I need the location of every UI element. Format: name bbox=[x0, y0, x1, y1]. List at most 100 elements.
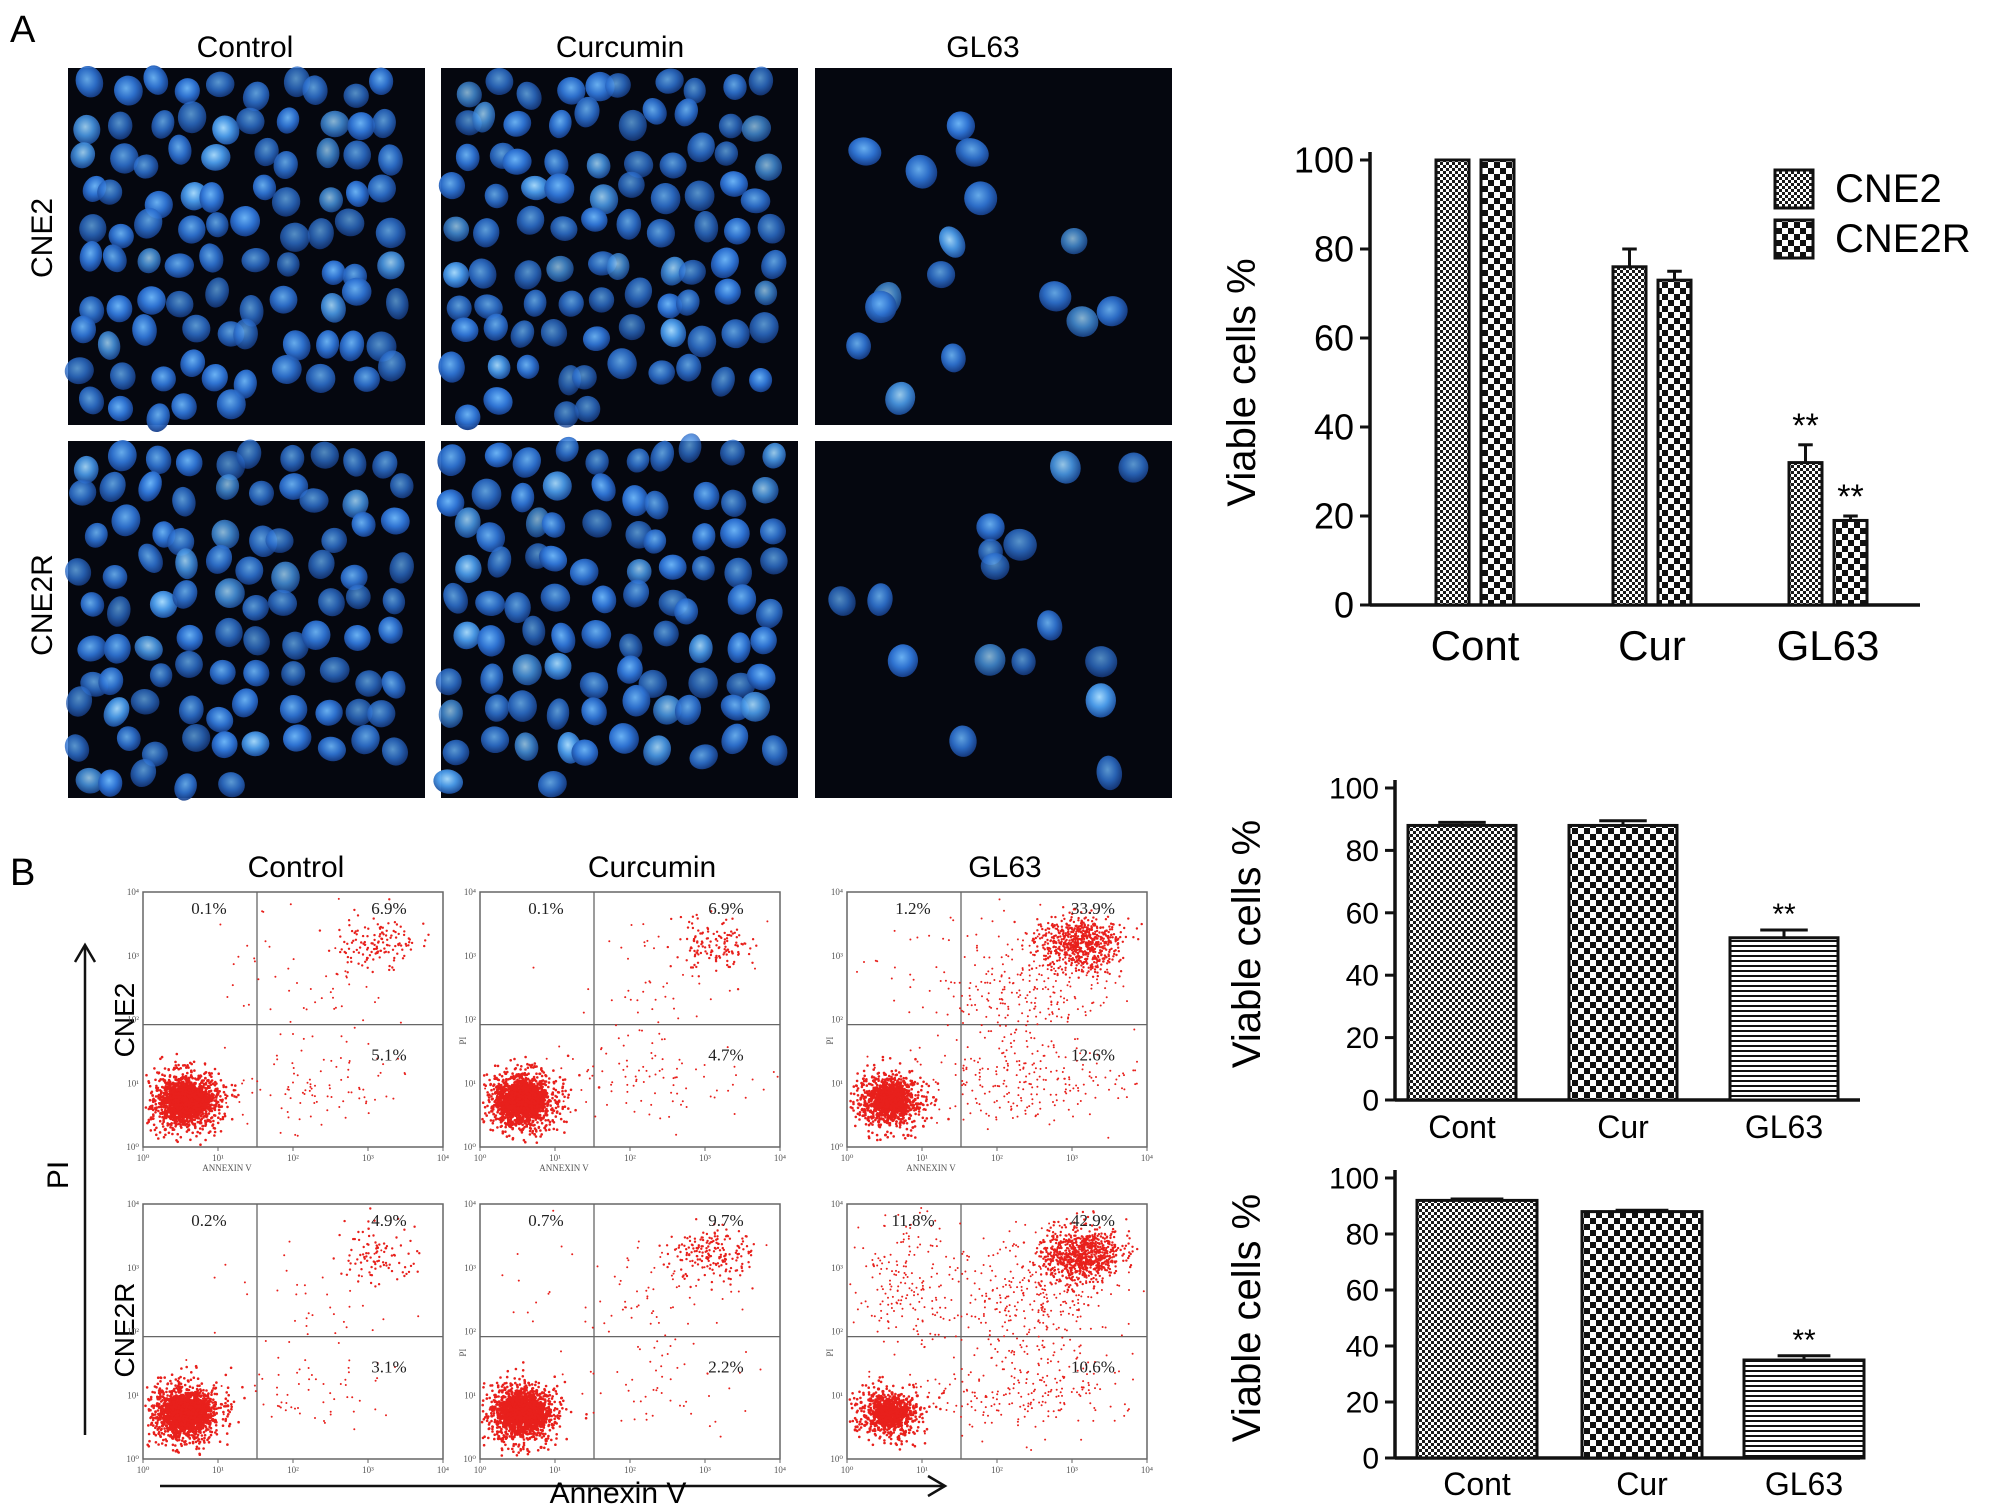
cell-nucleus bbox=[271, 561, 300, 594]
y-tick-label: 10² bbox=[831, 1015, 843, 1025]
cell-nucleus bbox=[73, 114, 101, 145]
cell-nucleus bbox=[199, 243, 224, 273]
cell-nucleus bbox=[684, 180, 715, 211]
cell-nucleus bbox=[242, 81, 270, 112]
cell-nucleus bbox=[436, 489, 465, 517]
cell-nucleus bbox=[1060, 227, 1088, 255]
cell-nucleus bbox=[103, 633, 131, 664]
panel-b-col-title-curcumin: Curcumin bbox=[588, 851, 716, 884]
cell-nucleus bbox=[241, 247, 270, 273]
y-tick-label: 10³ bbox=[464, 1263, 476, 1273]
cell-nucleus bbox=[688, 634, 713, 664]
panel-a-col-title-curcumin: Curcumin bbox=[556, 31, 684, 64]
cell-nucleus bbox=[317, 736, 346, 762]
cell-nucleus bbox=[1096, 755, 1123, 791]
legend-swatch bbox=[1773, 218, 1815, 260]
cell-nucleus bbox=[205, 277, 229, 308]
cell-nucleus bbox=[761, 735, 788, 766]
x-tick-label: 10⁰ bbox=[841, 1465, 854, 1475]
cell-nucleus bbox=[487, 355, 511, 380]
cell-nucleus bbox=[302, 75, 328, 105]
cell-nucleus bbox=[754, 280, 778, 306]
cell-nucleus bbox=[301, 620, 331, 650]
cell-nucleus bbox=[80, 592, 105, 617]
cell-nucleus bbox=[236, 439, 262, 469]
x-tick-label: Cont bbox=[1428, 1109, 1496, 1145]
cell-nucleus bbox=[378, 616, 403, 644]
cell-nucleus bbox=[477, 625, 505, 657]
cell-nucleus bbox=[550, 216, 578, 241]
event-dots bbox=[849, 898, 1143, 1142]
cell-nucleus bbox=[540, 319, 568, 347]
cell-nucleus bbox=[471, 478, 502, 510]
quadrant-label-upper-left: 0.2% bbox=[191, 1211, 226, 1230]
cell-nucleus bbox=[70, 315, 97, 344]
panel-b-row-label-cne2: CNE2 bbox=[109, 983, 140, 1058]
cell-nucleus bbox=[721, 489, 747, 517]
cell-nucleus bbox=[683, 77, 706, 104]
bar-chart-2: 0 20 40 60 80 100 Viable cells % Cont Cur GL63 ** bbox=[1225, 773, 1860, 1145]
cell-nucleus bbox=[165, 290, 194, 318]
cell-nucleus bbox=[98, 667, 124, 696]
cell-nucleus bbox=[182, 314, 211, 343]
y-tick-label: 10¹ bbox=[464, 1390, 476, 1400]
cell-nucleus bbox=[653, 695, 682, 725]
cell-nucleus bbox=[249, 480, 274, 506]
cell-nucleus bbox=[75, 767, 104, 794]
cell-nucleus bbox=[721, 319, 750, 349]
quadrant-label-lower-right: 3.1% bbox=[371, 1358, 406, 1377]
quadrant-label-lower-right: 4.7% bbox=[708, 1046, 743, 1065]
micrograph-cne2-gl63 bbox=[815, 68, 1172, 425]
cell-nucleus bbox=[554, 401, 579, 428]
cell-nucleus bbox=[107, 440, 137, 472]
y-tick-label: 80 bbox=[1314, 229, 1354, 270]
cell-nucleus bbox=[727, 584, 757, 615]
x-tick-label: 10⁴ bbox=[1141, 1153, 1153, 1163]
y-tick-label: 10⁴ bbox=[464, 887, 476, 897]
cell-nucleus bbox=[386, 288, 409, 320]
bar-cne2-gl63 bbox=[1787, 461, 1824, 607]
cell-nucleus bbox=[643, 529, 667, 554]
cell-nucleus bbox=[1050, 450, 1081, 484]
cell-nucleus bbox=[657, 293, 683, 319]
quadrant-label-lower-right: 2.2% bbox=[708, 1358, 743, 1377]
panel-b-col-title-gl63: GL63 bbox=[968, 851, 1041, 884]
cell-nucleus bbox=[64, 357, 94, 385]
cell-nucleus bbox=[476, 522, 506, 553]
cell-nucleus bbox=[368, 67, 394, 95]
cell-nucleus bbox=[760, 518, 786, 545]
cell-nucleus bbox=[279, 473, 309, 500]
cell-nucleus bbox=[343, 140, 372, 170]
cell-nucleus bbox=[885, 381, 916, 415]
cell-nucleus bbox=[522, 615, 546, 646]
cell-nucleus bbox=[180, 349, 206, 378]
cell-nucleus bbox=[367, 700, 396, 728]
cell-nucleus bbox=[433, 769, 464, 794]
cell-nucleus bbox=[231, 688, 259, 718]
x-tick-label: 10¹ bbox=[549, 1465, 561, 1475]
cell-nucleus bbox=[720, 439, 745, 466]
cell-nucleus bbox=[319, 187, 344, 213]
cell-nucleus bbox=[280, 222, 310, 252]
cell-nucleus bbox=[723, 74, 747, 100]
panel-b-letter: B bbox=[10, 852, 35, 894]
cell-nucleus bbox=[78, 386, 105, 415]
cell-nucleus bbox=[178, 215, 206, 244]
y-tick-label: 10³ bbox=[831, 1263, 843, 1273]
cell-nucleus bbox=[516, 205, 545, 235]
cell-nucleus bbox=[212, 115, 240, 145]
cell-nucleus bbox=[688, 667, 718, 699]
cell-nucleus bbox=[537, 771, 567, 798]
cell-nucleus bbox=[351, 724, 380, 755]
y-tick-label: 20 bbox=[1346, 1387, 1379, 1420]
quadrant-label-upper-right: 42.9% bbox=[1071, 1211, 1115, 1230]
x-tick-label: 10¹ bbox=[212, 1153, 224, 1163]
x-tick-label: 10² bbox=[624, 1153, 636, 1163]
cell-nucleus bbox=[252, 174, 277, 201]
cell-nucleus bbox=[319, 656, 350, 683]
cell-nucleus bbox=[316, 137, 340, 169]
cell-nucleus bbox=[848, 137, 882, 166]
cell-nucleus bbox=[659, 152, 687, 179]
